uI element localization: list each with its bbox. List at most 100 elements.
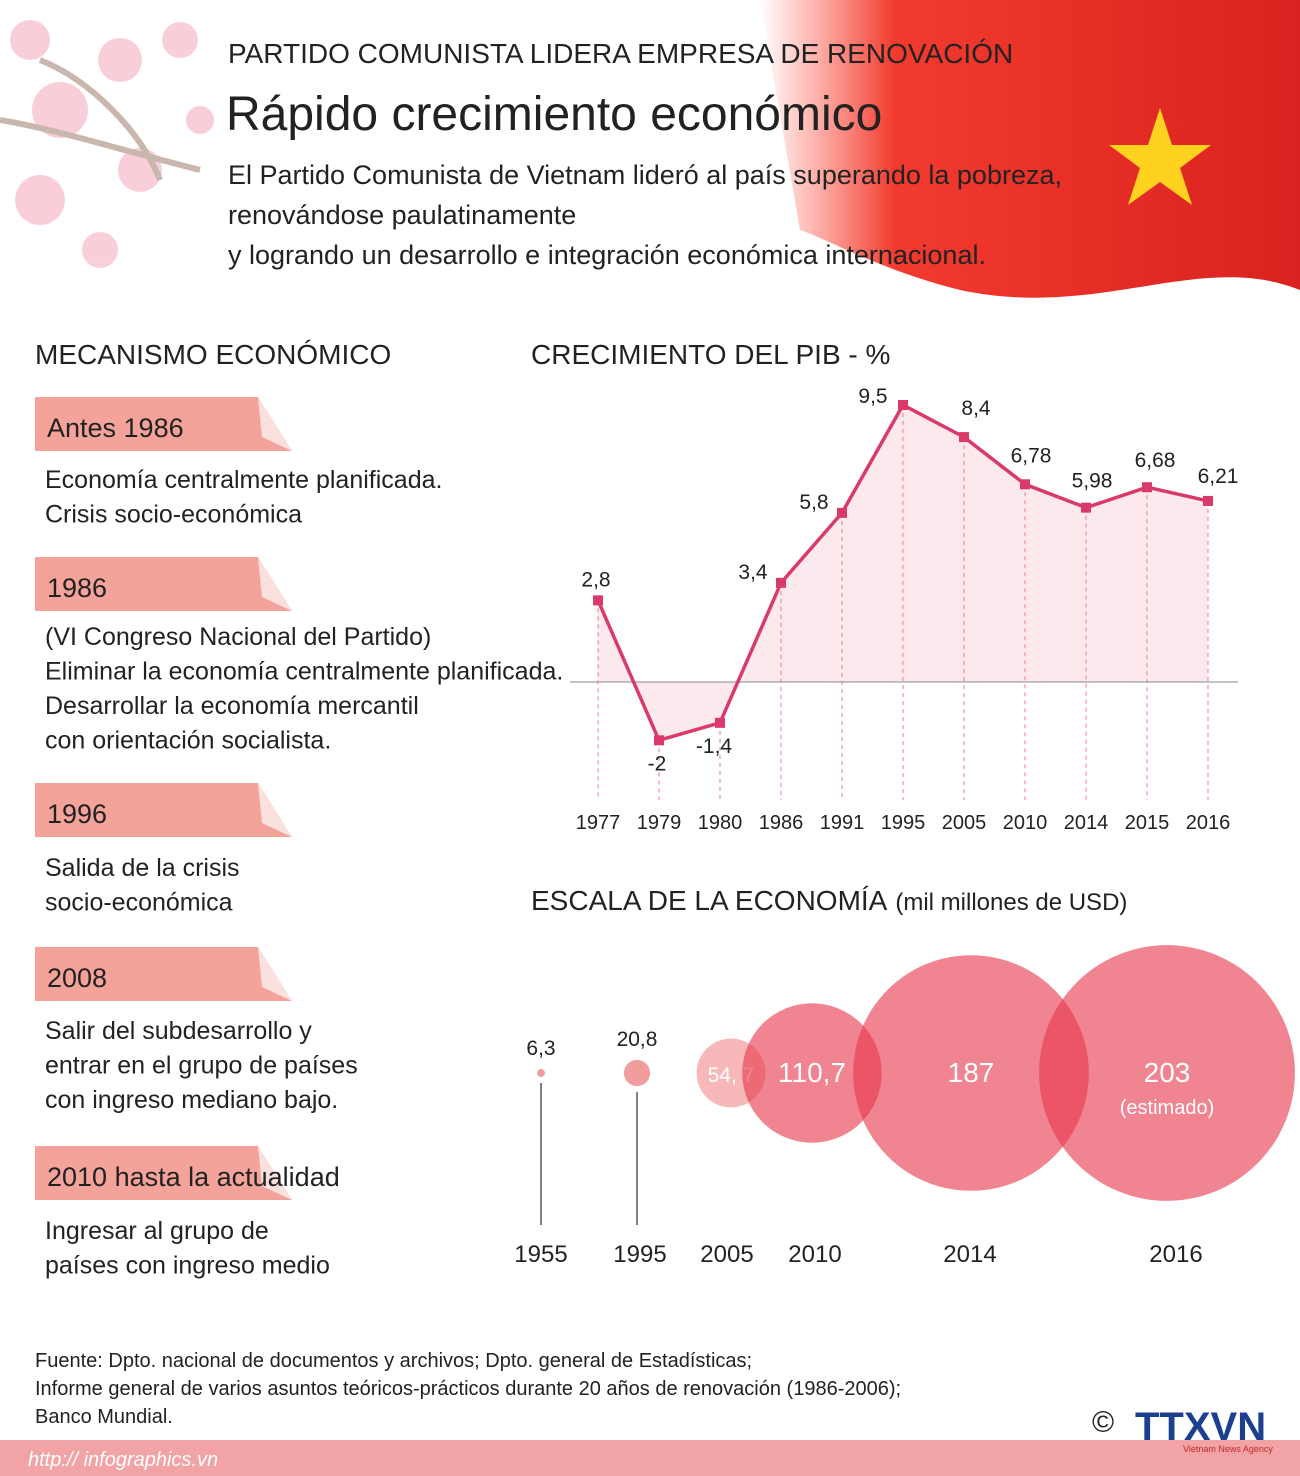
x-tick-label: 1991 [820,812,865,834]
ribbon-label: 1996 [47,799,107,829]
x-tick-label: 2014 [1064,812,1109,834]
mechanism-text: con ingreso mediano bajo. [45,1086,338,1114]
ribbon [35,397,292,451]
ribbon-label: 2010 hasta la actualidad [47,1162,340,1192]
value-label: 9,5 [858,385,887,408]
marker [654,735,664,746]
chart-title: CRECIMIENTO DEL PIB - % [531,339,890,370]
marker [1142,482,1152,493]
kicker: PARTIDO COMUNISTA LIDERA EMPRESA DE RENO… [228,38,1013,69]
ribbon [35,1146,292,1200]
mechanism-text: Ingresar al grupo de [45,1217,269,1245]
mechanism-text: socio-económica [45,889,233,917]
value-label: 6,21 [1198,465,1239,488]
footer-bar [0,1440,1300,1476]
title: Rápido crecimiento económico [226,88,882,141]
value-label: 8,4 [961,397,991,420]
x-tick-label: 2016 [1149,1241,1202,1268]
mechanism-text: países con ingreso medio [45,1252,330,1280]
bubble [1039,945,1295,1201]
bubble [623,1059,651,1087]
bubble [853,955,1089,1191]
annotation: (estimado) [1120,1097,1214,1119]
ribbon-fold [258,1146,292,1200]
branch [0,57,201,182]
ribbon-label: Antes 1986 [47,413,184,443]
chart-title: ESCALA DE LA ECONOMÍA [531,885,888,916]
chart-title: ESCALA DE LA ECONOMÍA (mil millones de US… [531,885,1127,916]
value-label: 6,78 [1011,444,1052,467]
mechanism-text: Economía centralmente planificada. [45,466,442,494]
x-tick-label: 1995 [881,812,926,834]
value-label: 110,7 [778,1057,846,1088]
marker [837,507,847,518]
ribbon-label: 1986 [47,573,107,603]
ribbon [35,947,292,1001]
x-tick-label: 1995 [613,1241,666,1268]
url: http:// infographics.vn [28,1449,218,1471]
x-tick-label: 2015 [1125,812,1170,834]
x-tick-label: 2010 [788,1241,841,1268]
marker [1081,502,1091,513]
section-title: MECANISMO ECONÓMICO [35,339,391,370]
marker [776,577,786,588]
x-tick-label: 2005 [700,1241,753,1268]
x-tick-label: 2014 [943,1241,996,1268]
marker [898,400,908,410]
marker [1020,479,1030,490]
x-tick-label: 1986 [759,812,804,834]
mechanism-text: Eliminar la economía centralmente planif… [45,658,563,686]
ribbon [35,557,292,611]
value-label: 3,4 [738,561,768,584]
subtitle-line: y logrando un desarrollo e integración e… [228,240,986,270]
flag [760,0,1300,298]
value-label: 2,8 [581,568,610,591]
mechanism-text: Crisis socio-económica [45,501,302,529]
mechanism-text: (VI Congreso Nacional del Partido) [45,623,431,651]
value-label: 203 [1144,1057,1191,1088]
marker [593,595,603,606]
logo: TTXVN [1135,1405,1266,1449]
value-label: 6,3 [526,1037,555,1060]
x-tick-label: 2016 [1186,812,1231,834]
value-label: 20,8 [617,1028,658,1051]
marker [715,717,725,728]
value-label: -2 [648,752,667,775]
ribbon [35,783,292,837]
ribbon-fold [258,783,292,837]
ribbon-fold [258,397,292,451]
ribbon-fold [258,557,292,611]
x-tick-label: 2010 [1003,812,1048,834]
source-line: Banco Mundial. [35,1406,173,1428]
x-tick-label: 2005 [942,812,987,834]
mechanism-text: Desarrollar la economía mercantil [45,692,419,720]
marker [1203,495,1213,506]
value-label: 6,68 [1135,449,1176,472]
x-tick-label: 1977 [576,812,621,834]
chart-subtitle: (mil millones de USD) [895,889,1127,916]
source-line: Informe general de varios asuntos teóric… [35,1378,901,1400]
mechanism-text: Salir del subdesarrollo y [45,1017,312,1045]
x-tick-label: 1979 [637,812,682,834]
value-label: 5,98 [1072,470,1113,493]
value-label: 187 [948,1057,995,1088]
source-line: Fuente: Dpto. nacional de documentos y a… [35,1350,752,1372]
value-label: 5,8 [799,491,828,514]
agency: Vietnam News Agency [1183,1444,1273,1454]
subtitle-line: renovándose paulatinamente [228,200,576,230]
ribbon-fold [258,947,292,1001]
bubble [742,1003,882,1143]
mechanism-text: entrar en el grupo de países [45,1052,358,1080]
copyright: © [1092,1406,1114,1439]
value-label: -1,4 [696,735,733,758]
bubble [537,1069,545,1077]
ribbon-label: 2008 [47,963,107,993]
marker [959,432,969,443]
mechanism-text: con orientación socialista. [45,727,331,755]
x-tick-label: 1980 [698,812,743,834]
x-tick-label: 1955 [514,1241,567,1268]
mechanism-text: Salida de la crisis [45,854,240,882]
flag-star [1109,108,1211,205]
subtitle-line: El Partido Comunista de Vietnam lideró a… [228,160,1062,190]
